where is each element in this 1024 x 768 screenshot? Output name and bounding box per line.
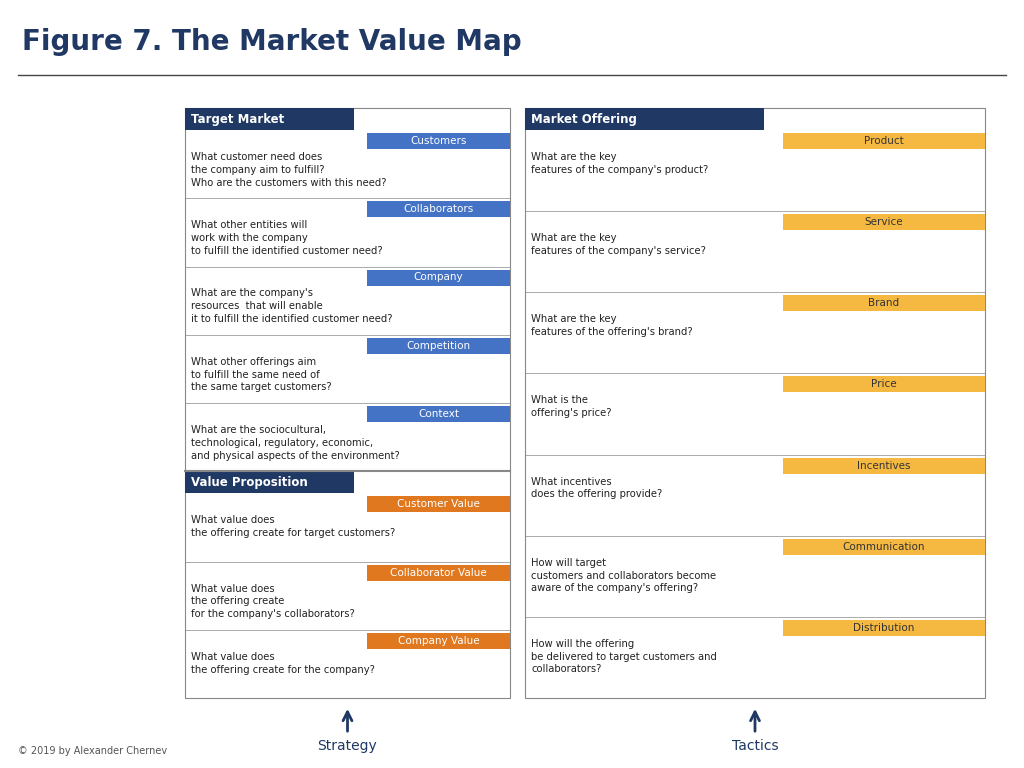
Text: Collaborator Value: Collaborator Value [390,568,486,578]
Text: What is the
offering's price?: What is the offering's price? [531,396,611,419]
Text: What are the key
features of the company's product?: What are the key features of the company… [531,152,709,175]
Text: What other entities will
work with the company
to fulfill the identified custome: What other entities will work with the c… [191,220,383,256]
Bar [525,108,764,130]
Text: What value does
the offering create
for the company's collaborators?: What value does the offering create for … [191,584,354,619]
Bar [185,472,354,493]
Text: Brand: Brand [868,298,899,308]
Text: What value does
the offering create for target customers?: What value does the offering create for … [191,515,395,538]
Text: What are the key
features of the offering's brand?: What are the key features of the offerin… [531,314,692,337]
Text: Customers: Customers [411,136,467,146]
Text: Price: Price [871,379,897,389]
Bar [367,496,510,512]
Text: Collaborators: Collaborators [403,204,474,214]
Text: Distribution: Distribution [853,623,914,633]
Bar [367,406,510,422]
Text: Context: Context [418,409,459,419]
Text: What are the sociocultural,
technological, regulatory, economic,
and physical as: What are the sociocultural, technologica… [191,425,399,461]
Bar [367,133,510,149]
Text: Market Offering: Market Offering [531,112,637,125]
Text: Strategy: Strategy [317,739,378,753]
Text: What are the key
features of the company's service?: What are the key features of the company… [531,233,706,256]
Text: What value does
the offering create for the company?: What value does the offering create for … [191,652,375,674]
Text: Value Proposition: Value Proposition [191,475,308,488]
Text: What customer need does
the company aim to fulfill?
Who are the customers with t: What customer need does the company aim … [191,152,386,187]
Text: How will target
customers and collaborators become
aware of the company's offeri: How will target customers and collaborat… [531,558,716,594]
Bar [185,108,510,698]
Text: © 2019 by Alexander Chernev: © 2019 by Alexander Chernev [18,746,167,756]
Text: Competition: Competition [407,341,471,351]
Text: Tactics: Tactics [732,739,778,753]
Text: Company: Company [414,273,463,283]
Bar [782,538,985,554]
Text: Incentives: Incentives [857,461,910,471]
Text: How will the offering
be delivered to target customers and
collaborators?: How will the offering be delivered to ta… [531,639,717,674]
Bar [782,376,985,392]
Bar [782,458,985,474]
Text: Communication: Communication [843,541,925,551]
Text: What incentives
does the offering provide?: What incentives does the offering provid… [531,477,663,499]
Bar [367,633,510,649]
Text: Product: Product [864,136,903,146]
Bar [782,620,985,636]
Text: Service: Service [864,217,903,227]
Text: What other offerings aim
to fulfill the same need of
the same target customers?: What other offerings aim to fulfill the … [191,357,332,392]
Bar [367,564,510,581]
Bar [367,338,510,354]
Text: Customer Value: Customer Value [397,499,480,509]
Bar [367,270,510,286]
Bar [782,214,985,230]
Bar [782,133,985,149]
Bar [525,108,985,698]
Text: What are the company's
resources  that will enable
it to fulfill the identified : What are the company's resources that wi… [191,289,392,324]
Text: Target Market: Target Market [191,112,285,125]
Bar [367,201,510,217]
Text: Figure 7. The Market Value Map: Figure 7. The Market Value Map [22,28,521,56]
Bar [185,108,354,130]
Text: Company Value: Company Value [397,636,479,646]
Bar [782,295,985,311]
